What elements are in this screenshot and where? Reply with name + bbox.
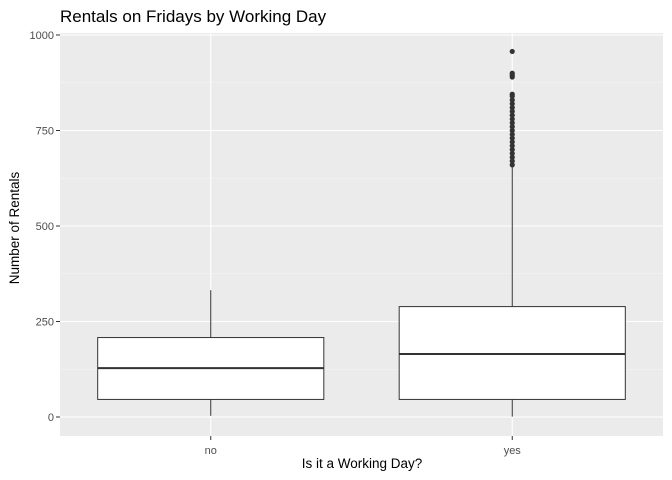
y-tick-label: 250 — [36, 317, 54, 329]
outlier-point — [509, 147, 515, 153]
y-tick-label: 750 — [36, 126, 54, 138]
outlier-point — [509, 91, 515, 97]
y-tick-label: 0 — [48, 412, 54, 424]
outlier-point — [509, 101, 515, 107]
boxplot-boxes — [97, 48, 626, 417]
outlier-point — [509, 112, 515, 118]
outlier-point — [509, 104, 515, 111]
outlier-point — [509, 116, 515, 122]
y-tick-label: 1000 — [30, 30, 54, 42]
box-yes — [398, 48, 626, 417]
x-tick-label: no — [205, 445, 217, 457]
box-no — [97, 290, 325, 416]
outlier-point — [509, 150, 515, 157]
outlier-point — [509, 154, 515, 160]
outlier-point — [509, 97, 515, 103]
outlier-point — [509, 108, 515, 114]
outlier-point — [509, 143, 515, 149]
outlier-point — [509, 120, 515, 126]
outlier-point — [509, 135, 515, 141]
x-axis-ticks: no yes — [205, 436, 522, 457]
y-axis-ticks: 0 250 500 750 1000 — [30, 30, 60, 424]
outlier-point — [509, 48, 515, 55]
outlier-point — [509, 124, 515, 130]
x-tick-label: yes — [504, 445, 522, 457]
y-tick-label: 500 — [36, 221, 54, 233]
chart-title: Rentals on Fridays by Working Day — [60, 7, 327, 26]
x-axis-title: Is it a Working Day? — [302, 456, 423, 471]
outlier-point — [509, 131, 515, 137]
outlier-point — [509, 127, 515, 134]
outlier-point — [509, 158, 515, 164]
outlier-point — [509, 162, 515, 168]
y-axis-title: Number of Rentals — [7, 171, 22, 284]
outlier-point — [509, 139, 515, 145]
outlier-point — [509, 70, 515, 76]
